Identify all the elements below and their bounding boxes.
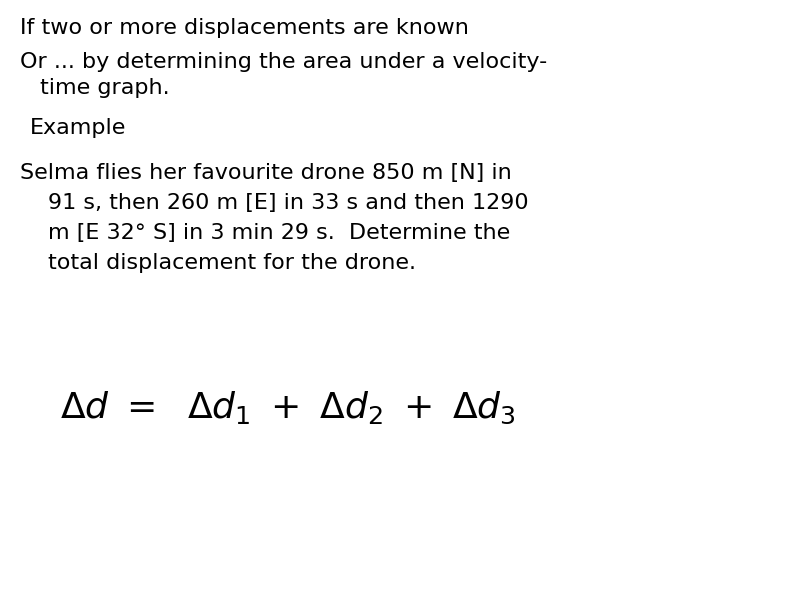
Text: 91 s, then 260 m [E] in 33 s and then 1290: 91 s, then 260 m [E] in 33 s and then 12… xyxy=(48,193,529,213)
Text: m [E 32° S] in 3 min 29 s.  Determine the: m [E 32° S] in 3 min 29 s. Determine the xyxy=(48,223,511,243)
Text: time graph.: time graph. xyxy=(40,78,170,98)
Text: Example: Example xyxy=(30,118,126,138)
Text: Or ... by determining the area under a velocity-: Or ... by determining the area under a v… xyxy=(20,52,547,72)
Text: Selma flies her favourite drone 850 m [N] in: Selma flies her favourite drone 850 m [N… xyxy=(20,163,512,183)
Text: $\mathit{\Delta d}\ =\ \ \mathit{\Delta d_1}\ +\ \mathit{\Delta d_2}\ +\ \mathit: $\mathit{\Delta d}\ =\ \ \mathit{\Delta … xyxy=(60,390,516,426)
Text: total displacement for the drone.: total displacement for the drone. xyxy=(48,253,416,273)
Text: If two or more displacements are known: If two or more displacements are known xyxy=(20,18,469,38)
